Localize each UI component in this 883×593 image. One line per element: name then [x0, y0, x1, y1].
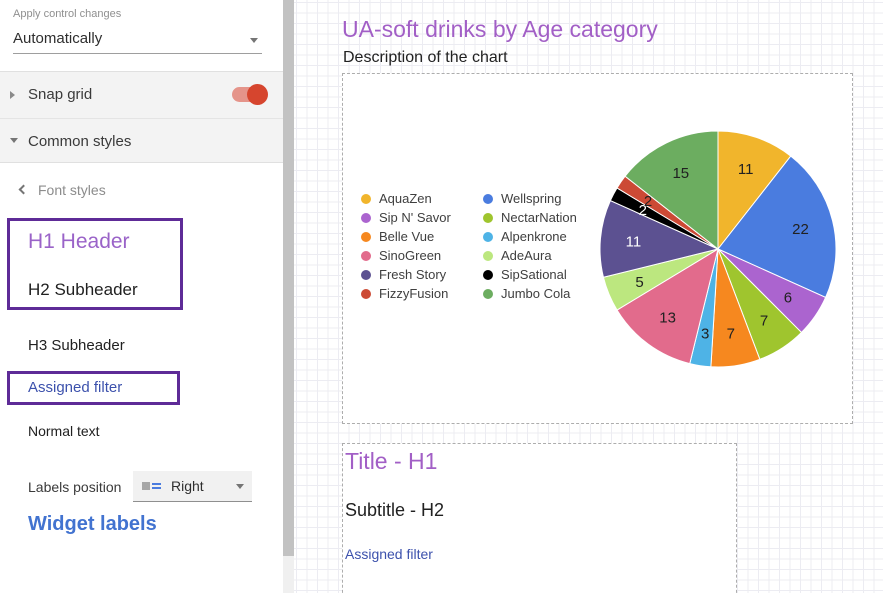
widget-labels-heading: Widget labels: [28, 513, 157, 536]
pie-chart-widget[interactable]: AquaZen Sip N' Savor Belle Vue SinoGreen Fre…: [342, 73, 853, 424]
legend-swatch-icon: [361, 194, 371, 204]
labels-position-select[interactable]: Right: [133, 471, 252, 502]
common-styles-label: Common styles: [28, 133, 131, 150]
legend-column: Wellspring NectarNation Alpenkrone AdeAura S…: [483, 189, 583, 303]
legend-swatch-icon: [483, 251, 493, 261]
chevron-right-icon: [10, 91, 15, 99]
legend-label: AquaZen: [379, 191, 432, 206]
legend-swatch-icon: [361, 251, 371, 261]
legend-swatch-icon: [483, 194, 493, 204]
legend-label: Alpenkrone: [501, 229, 567, 244]
legend-label: SipSational: [501, 267, 567, 282]
legend-label: Wellspring: [501, 191, 561, 206]
style-item-assigned-filter[interactable]: Assigned filter: [28, 379, 122, 396]
text-styles-widget[interactable]: Title - H1 Subtitle - H2 Assigned filter: [342, 443, 737, 593]
snap-grid-label: Snap grid: [28, 86, 92, 103]
pie-value-label: 22: [792, 221, 809, 238]
widget-title-h1: Title - H1: [345, 448, 437, 475]
legend-item[interactable]: Sip N' Savor: [361, 208, 461, 227]
legend-swatch-icon: [483, 270, 493, 280]
legend-item[interactable]: Belle Vue: [361, 227, 461, 246]
legend-item[interactable]: Alpenkrone: [483, 227, 583, 246]
legend-item[interactable]: AdeAura: [483, 246, 583, 265]
scrollbar-thumb[interactable]: [283, 0, 294, 556]
pie-value-label: 11: [626, 234, 642, 251]
chevron-left-icon: [19, 185, 29, 195]
legend-label: SinoGreen: [379, 248, 441, 263]
apply-control-label: Apply control changes: [13, 8, 121, 20]
chevron-down-icon: [236, 484, 244, 489]
legend-item[interactable]: Jumbo Cola: [483, 284, 583, 303]
pie-value-label: 7: [727, 325, 735, 342]
common-styles-section[interactable]: Common styles: [0, 118, 283, 164]
snap-grid-toggle[interactable]: [232, 87, 265, 102]
style-item-normal-text[interactable]: Normal text: [28, 423, 100, 439]
labels-position-label: Labels position: [28, 479, 121, 495]
legend-swatch-icon: [361, 289, 371, 299]
pie-value-label: 6: [784, 290, 792, 307]
snap-grid-section[interactable]: Snap grid: [0, 72, 283, 118]
widget-assigned-filter: Assigned filter: [345, 546, 433, 562]
legend-swatch-icon: [361, 270, 371, 280]
widget-subtitle-h2: Subtitle - H2: [345, 500, 444, 521]
apply-control-select[interactable]: Automatically: [13, 26, 262, 54]
pie-chart: 11226773135112215: [595, 126, 841, 372]
pie-value-label: 13: [659, 310, 676, 327]
pie-value-label: 3: [701, 325, 709, 342]
pie-value-label: 2: [644, 193, 652, 210]
chart-description-text[interactable]: Description of the chart: [343, 49, 508, 67]
chevron-down-icon: [250, 38, 258, 43]
legend-label: FizzyFusion: [379, 286, 448, 301]
legend-column: AquaZen Sip N' Savor Belle Vue SinoGreen Fre…: [361, 189, 461, 303]
apply-control-value: Automatically: [13, 30, 102, 47]
legend-item[interactable]: NectarNation: [483, 208, 583, 227]
label-position-right-icon: [142, 482, 161, 490]
chart-legend: AquaZen Sip N' Savor Belle Vue SinoGreen Fre…: [361, 189, 583, 303]
legend-swatch-icon: [483, 289, 493, 299]
style-item-h1-header[interactable]: H1 Header: [28, 230, 130, 254]
legend-swatch-icon: [361, 232, 371, 242]
legend-item[interactable]: Wellspring: [483, 189, 583, 208]
legend-item[interactable]: SipSational: [483, 265, 583, 284]
legend-label: Jumbo Cola: [501, 286, 570, 301]
report-canvas[interactable]: UA-soft drinks by Age category Descripti…: [294, 0, 883, 593]
legend-swatch-icon: [361, 213, 371, 223]
legend-label: Fresh Story: [379, 267, 446, 282]
legend-label: Sip N' Savor: [379, 210, 451, 225]
pie-chart-svg: 11226773135112215: [595, 126, 841, 372]
pie-value-label: 11: [738, 161, 754, 178]
legend-item[interactable]: SinoGreen: [361, 246, 461, 265]
style-item-h3-subheader[interactable]: H3 Subheader: [28, 337, 125, 354]
style-item-h2-subheader[interactable]: H2 Subheader: [28, 280, 138, 300]
font-styles-label: Font styles: [38, 182, 106, 198]
pie-value-label: 5: [635, 274, 643, 291]
legend-item[interactable]: AquaZen: [361, 189, 461, 208]
accordion-sections: Snap grid Common styles: [0, 71, 283, 163]
legend-label: AdeAura: [501, 248, 552, 263]
legend-item[interactable]: Fresh Story: [361, 265, 461, 284]
legend-swatch-icon: [483, 232, 493, 242]
pie-value-label: 7: [760, 313, 768, 330]
chevron-down-icon: [10, 138, 18, 143]
legend-item[interactable]: FizzyFusion: [361, 284, 461, 303]
style-panel: Apply control changes Automatically Snap…: [0, 0, 283, 593]
pie-value-label: 15: [672, 165, 689, 182]
toggle-knob: [247, 84, 268, 105]
legend-label: NectarNation: [501, 210, 577, 225]
report-editor: Apply control changes Automatically Snap…: [0, 0, 883, 593]
chart-title-text[interactable]: UA-soft drinks by Age category: [342, 16, 658, 43]
panel-scrollbar[interactable]: [283, 0, 294, 593]
labels-position-value: Right: [171, 478, 204, 494]
legend-swatch-icon: [483, 213, 493, 223]
legend-label: Belle Vue: [379, 229, 434, 244]
